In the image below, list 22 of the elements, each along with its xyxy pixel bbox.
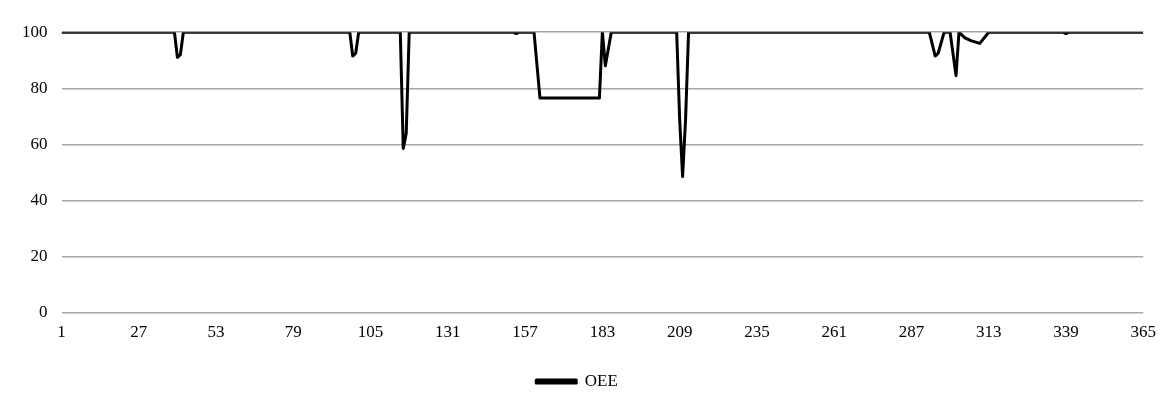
x-tick-label: 79 [284, 322, 302, 342]
x-tick-label: 1 [57, 322, 66, 342]
y-tick-label: 0 [39, 302, 48, 322]
x-tick-label: 183 [589, 322, 616, 342]
y-tick-label: 100 [22, 21, 48, 41]
x-tick-label: 53 [207, 322, 225, 342]
x-tick-label: 105 [357, 322, 384, 342]
x-tick-label: 27 [130, 322, 148, 342]
x-tick-label: 157 [512, 322, 539, 342]
y-tick-label: 20 [30, 245, 48, 265]
y-tick-label: 40 [30, 189, 48, 209]
legend-label: OEE [584, 370, 618, 390]
x-tick-label: 261 [821, 322, 847, 342]
y-tick-label: 60 [30, 133, 48, 153]
x-tick-label: 209 [666, 322, 693, 342]
y-tick-label: 80 [30, 77, 48, 97]
x-tick-label: 313 [975, 322, 1002, 342]
x-tick-label: 339 [1053, 322, 1079, 342]
x-tick-label: 287 [898, 322, 925, 342]
x-tick-label: 365 [1130, 322, 1156, 342]
x-tick-label: 235 [744, 322, 770, 342]
x-tick-label: 131 [435, 322, 461, 342]
